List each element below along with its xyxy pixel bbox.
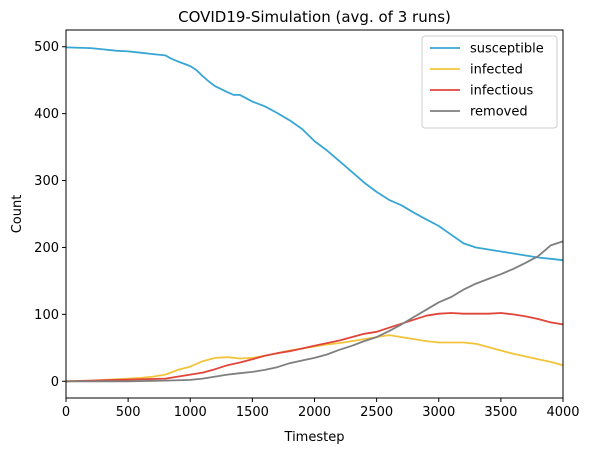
series-line-infectious bbox=[65, 312, 564, 383]
legend-box bbox=[421, 35, 558, 129]
series-line-infected bbox=[65, 334, 564, 383]
x-tick-label: 3000 bbox=[422, 405, 455, 420]
x-tick-label: 2000 bbox=[298, 405, 331, 420]
legend-label-susceptible: susceptible bbox=[470, 42, 544, 57]
legend-label-infectious: infectious bbox=[470, 84, 533, 99]
y-tick-label: 200 bbox=[34, 241, 59, 256]
y-axis-label: Count bbox=[10, 195, 25, 234]
x-tick-label: 4000 bbox=[546, 405, 579, 420]
legend: susceptible infected infectious removed bbox=[421, 35, 558, 129]
x-tick-label: 1500 bbox=[236, 405, 269, 420]
legend-label-removed: removed bbox=[470, 105, 528, 120]
x-axis: 0 500 1000 1500 2000 2500 3000 3500 4000 bbox=[62, 398, 580, 420]
plot-area bbox=[65, 46, 564, 383]
series-line-removed bbox=[66, 240, 564, 383]
x-axis-label: Timestep bbox=[284, 430, 345, 445]
chart-title: COVID19-Simulation (avg. of 3 runs) bbox=[178, 8, 451, 26]
x-tick-label: 0 bbox=[62, 405, 70, 420]
series-line-susceptible bbox=[65, 46, 564, 262]
y-tick-label: 100 bbox=[34, 308, 59, 323]
y-tick-label: 0 bbox=[51, 375, 59, 390]
x-tick-label: 2500 bbox=[360, 405, 393, 420]
legend-label-infected: infected bbox=[470, 63, 523, 78]
x-tick-label: 500 bbox=[116, 405, 141, 420]
y-tick-label: 500 bbox=[34, 40, 59, 55]
x-tick-label: 1000 bbox=[174, 405, 207, 420]
y-tick-label: 400 bbox=[34, 107, 59, 122]
y-axis: 0 100 200 300 400 500 bbox=[34, 40, 66, 390]
y-tick-label: 300 bbox=[34, 174, 59, 189]
x-tick-label: 3500 bbox=[484, 405, 517, 420]
